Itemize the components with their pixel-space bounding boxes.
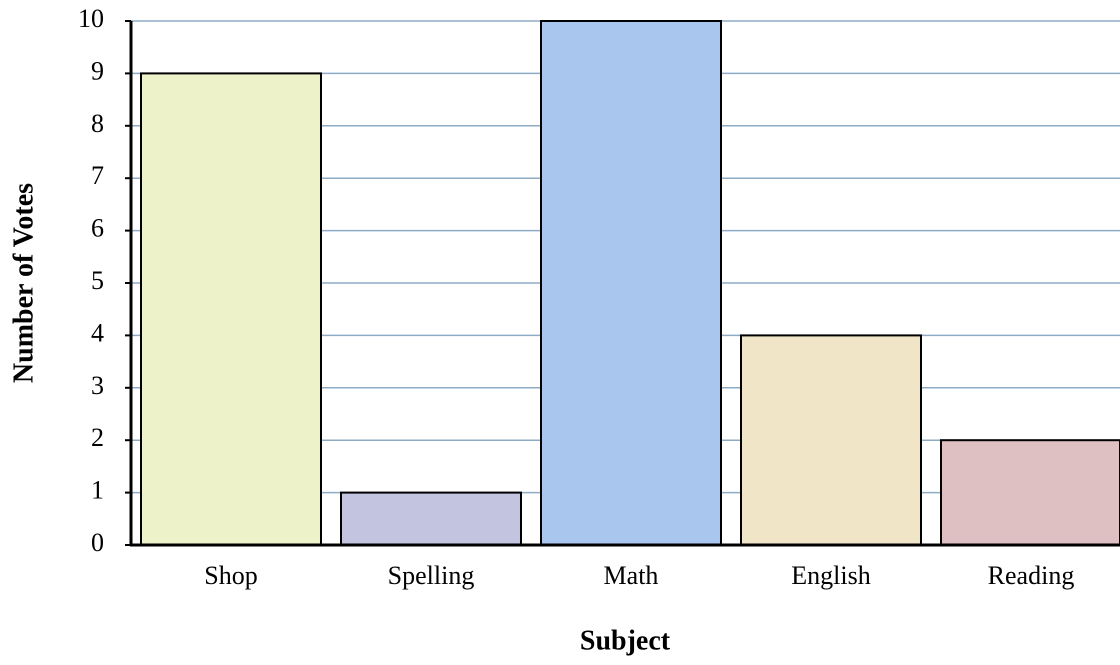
x-tick-label: Spelling <box>388 561 475 590</box>
bar <box>140 72 322 547</box>
x-tick-label: English <box>791 561 870 590</box>
bar <box>740 334 922 546</box>
y-tick-label: 6 <box>91 214 104 243</box>
y-tick-label: 4 <box>91 318 104 347</box>
x-tick-label: Shop <box>204 561 257 590</box>
y-tick-label: 5 <box>91 266 104 295</box>
x-tick-label: Math <box>604 561 659 590</box>
x-axis-title: Subject <box>580 625 671 656</box>
y-tick-label: 9 <box>91 56 104 85</box>
y-tick-label: 1 <box>91 476 104 505</box>
y-axis-title: Number of Votes <box>8 183 39 383</box>
y-tick-label: 8 <box>91 109 104 138</box>
x-tick-label: Reading <box>988 561 1075 590</box>
bar <box>940 439 1120 547</box>
y-tick-label: 7 <box>91 161 104 190</box>
bar <box>340 491 522 547</box>
y-tick-label: 2 <box>91 423 104 452</box>
bar <box>540 20 722 546</box>
y-tick-label: 0 <box>91 528 104 557</box>
y-tick-label: 3 <box>91 371 104 400</box>
y-tick-label: 10 <box>78 4 104 33</box>
